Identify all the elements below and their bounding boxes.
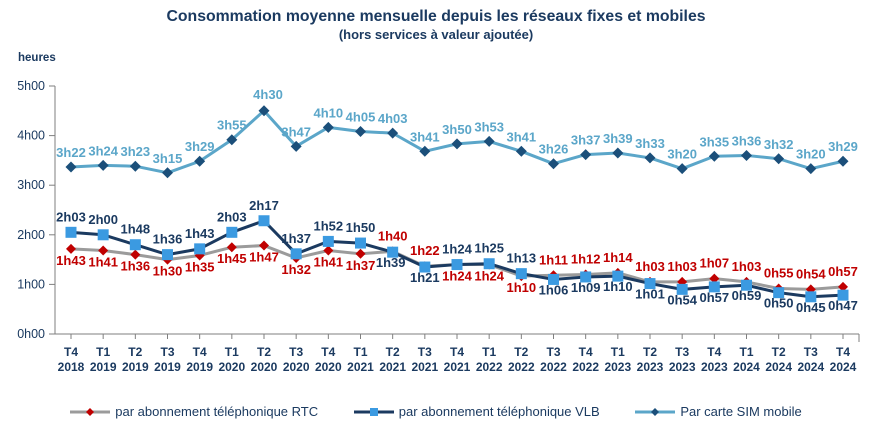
svg-text:1h47: 1h47 — [249, 250, 279, 265]
svg-text:1h41: 1h41 — [88, 255, 118, 270]
svg-text:1h45: 1h45 — [217, 251, 247, 266]
svg-text:0h57: 0h57 — [828, 264, 858, 279]
svg-text:3h37: 3h37 — [571, 133, 601, 148]
svg-text:1h40: 1h40 — [378, 228, 408, 243]
svg-text:4h05: 4h05 — [346, 109, 376, 124]
svg-text:1h21: 1h21 — [410, 270, 440, 285]
svg-text:3h55: 3h55 — [217, 118, 247, 133]
svg-text:1h36: 1h36 — [121, 259, 151, 274]
svg-text:1h12: 1h12 — [571, 251, 601, 266]
svg-text:1h36: 1h36 — [153, 232, 183, 247]
svg-text:1h03: 1h03 — [667, 259, 697, 274]
svg-text:1h09: 1h09 — [571, 280, 601, 295]
svg-text:3h20: 3h20 — [796, 147, 826, 162]
svg-text:3h41: 3h41 — [410, 129, 440, 144]
svg-text:3h15: 3h15 — [153, 151, 183, 166]
svg-text:0h00: 0h00 — [17, 327, 45, 341]
svg-text:1h22: 1h22 — [410, 243, 440, 258]
svg-text:0h50: 0h50 — [764, 296, 794, 311]
svg-text:1h43: 1h43 — [56, 253, 86, 268]
svg-text:1h32: 1h32 — [281, 262, 311, 277]
svg-text:3h35: 3h35 — [700, 134, 730, 149]
svg-text:1h24: 1h24 — [442, 242, 472, 257]
svg-text:0h59: 0h59 — [732, 288, 762, 303]
svg-text:0h57: 0h57 — [700, 290, 730, 305]
svg-text:1h50: 1h50 — [346, 220, 376, 235]
svg-text:2h00: 2h00 — [17, 228, 45, 242]
svg-text:3h29: 3h29 — [185, 139, 215, 154]
svg-text:1h14: 1h14 — [603, 250, 633, 265]
svg-text:1h03: 1h03 — [635, 259, 665, 274]
svg-text:1h35: 1h35 — [185, 259, 215, 274]
svg-text:5h00: 5h00 — [17, 79, 45, 93]
svg-text:1h30: 1h30 — [153, 264, 183, 279]
svg-text:1h43: 1h43 — [185, 226, 215, 241]
svg-text:1h41: 1h41 — [314, 255, 344, 270]
svg-text:3h00: 3h00 — [17, 178, 45, 192]
svg-text:1h37: 1h37 — [281, 231, 311, 246]
svg-text:1h39: 1h39 — [376, 255, 406, 270]
svg-text:0h54: 0h54 — [667, 292, 697, 307]
svg-text:1h24: 1h24 — [442, 269, 472, 284]
svg-text:2h03: 2h03 — [217, 209, 247, 224]
svg-text:3h20: 3h20 — [667, 147, 697, 162]
svg-text:3h23: 3h23 — [121, 144, 151, 159]
svg-text:1h37: 1h37 — [346, 258, 376, 273]
svg-text:0h47: 0h47 — [828, 298, 858, 313]
svg-text:1h48: 1h48 — [121, 222, 151, 237]
svg-text:3h24: 3h24 — [88, 143, 118, 158]
svg-text:1h00: 1h00 — [17, 277, 45, 291]
svg-text:1h13: 1h13 — [507, 251, 537, 266]
svg-text:1h07: 1h07 — [700, 256, 730, 271]
svg-text:4h03: 4h03 — [378, 111, 408, 126]
svg-text:1h10: 1h10 — [603, 279, 633, 294]
svg-text:4h00: 4h00 — [17, 129, 45, 143]
svg-text:0h54: 0h54 — [796, 266, 826, 281]
svg-text:0h45: 0h45 — [796, 300, 826, 315]
svg-text:2h17: 2h17 — [249, 198, 279, 213]
svg-text:3h39: 3h39 — [603, 131, 633, 146]
svg-text:1h06: 1h06 — [539, 282, 569, 297]
svg-text:1h52: 1h52 — [314, 218, 344, 233]
svg-text:4h30: 4h30 — [253, 87, 283, 102]
svg-text:3h50: 3h50 — [442, 122, 472, 137]
svg-text:1h25: 1h25 — [474, 241, 504, 256]
svg-text:1h11: 1h11 — [539, 252, 568, 267]
svg-text:3h36: 3h36 — [732, 133, 762, 148]
svg-text:1h10: 1h10 — [507, 280, 537, 295]
svg-text:1h01: 1h01 — [635, 287, 665, 302]
svg-text:3h41: 3h41 — [507, 129, 537, 144]
svg-text:3h29: 3h29 — [828, 139, 858, 154]
svg-text:2h00: 2h00 — [88, 212, 118, 227]
svg-text:1h03: 1h03 — [732, 259, 762, 274]
svg-text:3h26: 3h26 — [539, 142, 569, 157]
svg-text:3h53: 3h53 — [474, 119, 504, 134]
svg-text:2h03: 2h03 — [56, 209, 86, 224]
svg-text:3h47: 3h47 — [281, 124, 311, 139]
svg-text:4h10: 4h10 — [314, 105, 344, 120]
svg-text:3h32: 3h32 — [764, 137, 794, 152]
svg-text:1h24: 1h24 — [474, 269, 504, 284]
svg-text:0h55: 0h55 — [764, 266, 794, 281]
svg-text:3h22: 3h22 — [56, 145, 86, 160]
svg-text:3h33: 3h33 — [635, 136, 665, 151]
